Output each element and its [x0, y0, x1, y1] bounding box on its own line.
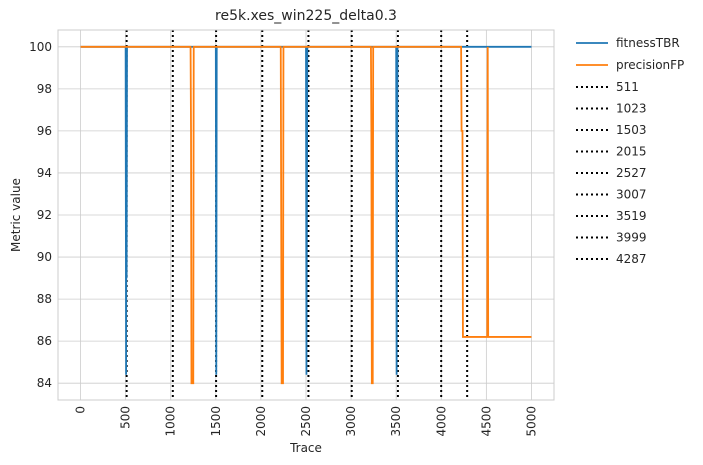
x-tick-label: 2000	[254, 406, 268, 437]
y-tick-label: 84	[37, 376, 52, 390]
x-tick-label: 3000	[344, 406, 358, 437]
y-axis-label: Metric value	[9, 178, 23, 252]
legend-label: 3999	[616, 231, 647, 245]
x-tick-label: 5000	[524, 406, 538, 437]
plot-frame	[57, 29, 555, 401]
legend-label: 2015	[616, 145, 647, 159]
series-line-precisionFP	[80, 45, 532, 385]
y-tick-label: 92	[37, 208, 52, 222]
tick-labels: 0 500 1000 1500 2000 2500 3000 3500 4000 4500 5000…	[29, 40, 538, 437]
x-tick-label: 3500	[389, 406, 403, 437]
y-tick-label: 100	[29, 40, 52, 54]
legend-label: precisionFP	[616, 58, 684, 72]
legend-label: fitnessTBR	[616, 36, 680, 50]
y-tick-label: 86	[37, 334, 52, 348]
y-tick-label: 90	[37, 250, 52, 264]
y-tick-label: 98	[37, 82, 52, 96]
legend-label: 511	[616, 80, 639, 94]
x-tick-label: 1000	[164, 406, 178, 437]
chart-title: re5k.xes_win225_delta0.3	[215, 8, 397, 24]
legend-label: 1503	[616, 123, 647, 137]
legend-label: 1023	[616, 102, 647, 116]
legend-label: 3007	[616, 188, 647, 202]
x-tick-label: 4000	[434, 406, 448, 437]
x-axis-label: Trace	[289, 441, 322, 455]
legend-label: 3519	[616, 209, 647, 223]
series-layer	[80, 45, 532, 385]
series-line-fitnessTBR	[80, 45, 532, 375]
legend-label: 2527	[616, 166, 647, 180]
y-tick-label: 88	[37, 292, 52, 306]
x-tick-label: 1500	[209, 406, 223, 437]
legend: fitnessTBR precisionFP 511 1023 1503 2015 2527…	[576, 36, 684, 266]
y-tick-label: 96	[37, 124, 52, 138]
legend-label: 4287	[616, 252, 647, 266]
x-tick-label: 2500	[299, 406, 313, 437]
x-tick-label: 4500	[479, 406, 493, 437]
x-tick-label: 0	[74, 406, 88, 414]
y-tick-label: 94	[37, 166, 52, 180]
x-tick-label: 500	[119, 406, 133, 429]
